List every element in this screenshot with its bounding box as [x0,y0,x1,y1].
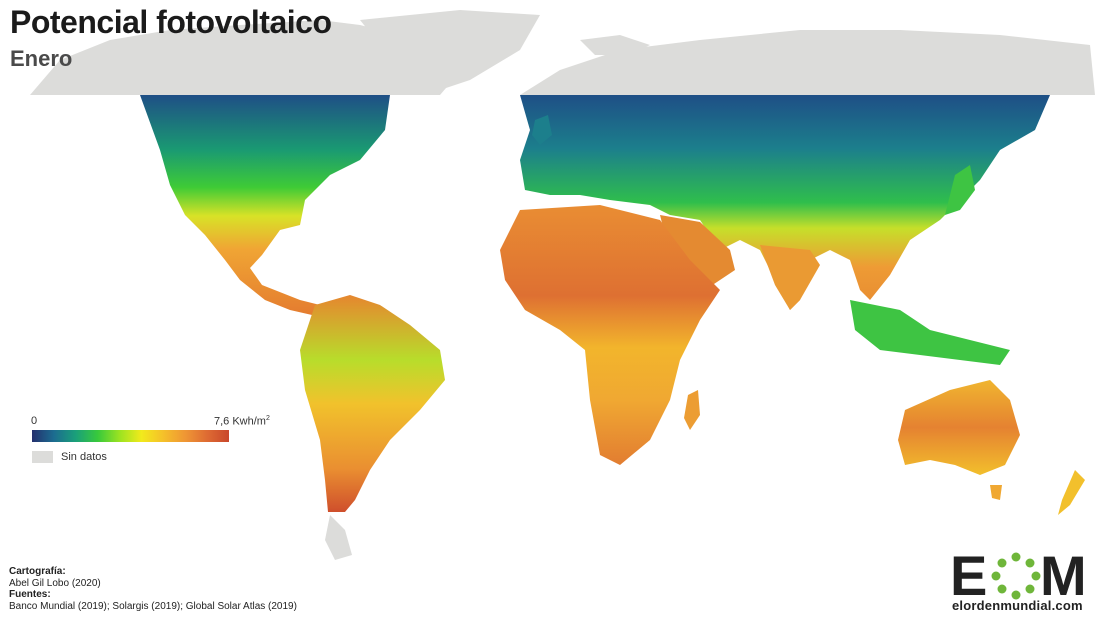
credits: Cartografía: Abel Gil Lobo (2020) Fuente… [9,566,297,612]
australia [898,380,1020,475]
logo-letter-e: E [950,545,987,607]
land-regions [140,30,1085,515]
greenland [380,30,470,95]
eom-logo: E M [950,545,1087,607]
logo-letter-m: M [1040,545,1087,607]
uk [532,115,552,145]
no-data-regions [30,10,1095,560]
south-america [300,295,445,512]
no-data-label: Sin datos [61,451,107,463]
logo-globe-icon [991,552,1041,600]
southeast-asia [850,300,1010,365]
madagascar [684,390,700,430]
india [760,245,820,310]
eurasia [520,95,1050,310]
sources-list: Banco Mundial (2019); Solargis (2019); G… [9,600,297,612]
legend-color-scale [32,430,229,442]
japan [945,165,975,215]
cartography-heading: Cartografía: [9,566,66,577]
legend-max-label: 7,6 Kwh/m2 [214,415,270,428]
legend-max-unit-exponent: 2 [265,415,270,422]
brand-url: elordenmundial.com [952,598,1083,613]
map-title: Potencial fotovoltaico [10,4,332,40]
new-zealand [1058,470,1085,515]
no-data-swatch [32,451,53,463]
africa [500,205,720,465]
tasmania [990,485,1002,500]
cartography-author: Abel Gil Lobo (2020) [9,577,101,589]
legend-min-label: 0 [31,415,38,427]
sources-heading: Fuentes: [9,589,51,600]
north-america [140,95,390,315]
legend-max-value: 7,6 Kwh/m [214,415,266,428]
map-subtitle: Enero [10,46,73,71]
